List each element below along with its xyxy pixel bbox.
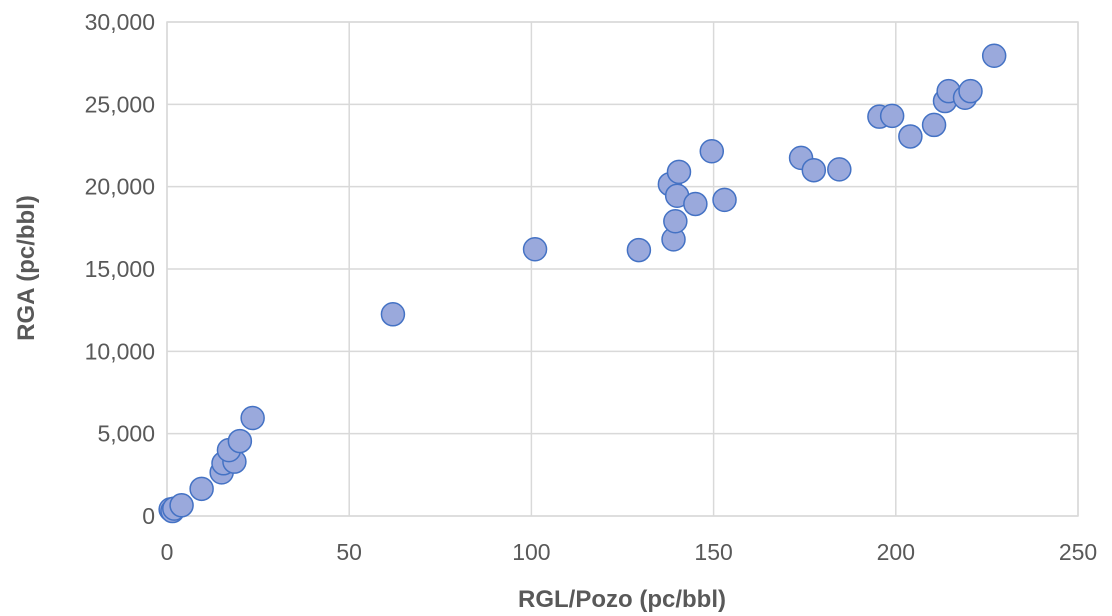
- tick-labels: 0 5,000 10,000 15,000 20,000 25,000 30,000 0 50 1…: [85, 9, 1098, 565]
- y-tick-label: 10,000: [85, 338, 155, 364]
- y-tick-label: 25,000: [85, 91, 155, 117]
- data-point: [958, 78, 983, 104]
- y-tick-label: 20,000: [85, 174, 155, 200]
- data-point: [380, 302, 406, 327]
- data-point: [683, 191, 708, 217]
- plot-area-border: [166, 21, 1079, 517]
- data-point: [921, 112, 947, 138]
- x-axis-title: RGL/Pozo (pc/bbl): [518, 586, 726, 613]
- y-tick-label: 5,000: [97, 421, 155, 447]
- x-tick-label: 150: [694, 539, 732, 565]
- data-point: [189, 476, 214, 502]
- data-point: [699, 139, 725, 164]
- data-point: [879, 103, 905, 129]
- data-point: [522, 236, 548, 262]
- data-point: [898, 124, 923, 149]
- data-point: [626, 237, 652, 263]
- x-tick-label: 100: [512, 539, 550, 565]
- data-point: [666, 159, 692, 185]
- data-point: [981, 43, 1007, 69]
- data-point: [712, 187, 737, 213]
- data-point: [801, 157, 827, 183]
- x-tick-label: 50: [336, 539, 362, 565]
- data-points: [158, 43, 1007, 524]
- y-axis-title: RGA (pc/bbl): [13, 195, 40, 341]
- data-point: [827, 157, 852, 182]
- data-point: [663, 208, 688, 234]
- data-point: [240, 405, 265, 431]
- y-tick-label: 30,000: [85, 9, 155, 35]
- y-tick-label: 0: [142, 503, 155, 529]
- x-tick-label: 200: [877, 539, 915, 565]
- x-tick-label: 0: [161, 539, 174, 565]
- y-tick-label: 15,000: [85, 256, 155, 282]
- x-tick-label: 250: [1059, 539, 1097, 565]
- data-point: [227, 428, 253, 454]
- data-point: [169, 493, 194, 518]
